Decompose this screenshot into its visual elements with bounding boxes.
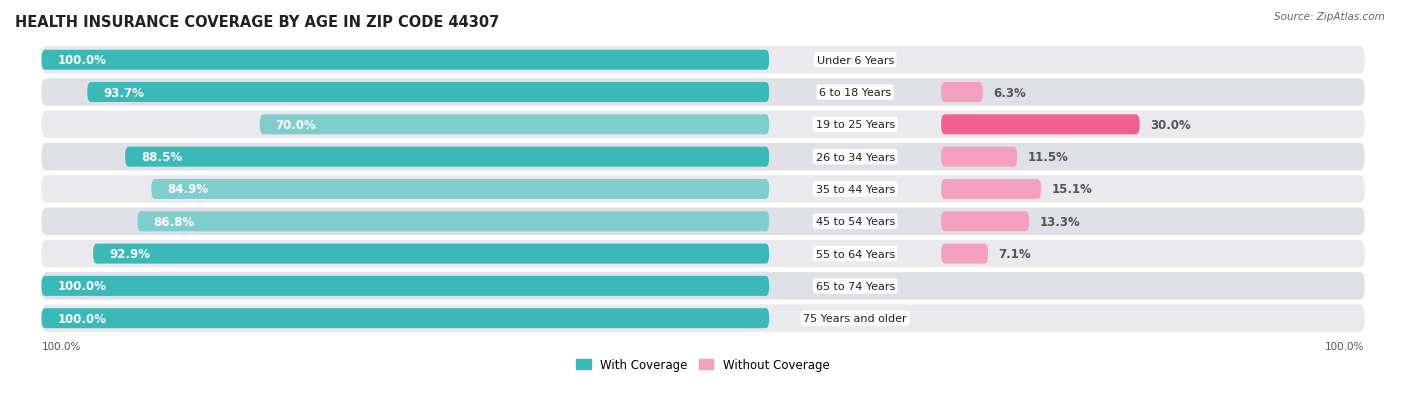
FancyBboxPatch shape	[87, 83, 769, 103]
FancyBboxPatch shape	[941, 115, 1140, 135]
FancyBboxPatch shape	[41, 50, 769, 71]
Text: 84.9%: 84.9%	[167, 183, 208, 196]
Text: 65 to 74 Years: 65 to 74 Years	[815, 281, 894, 291]
Text: 100.0%: 100.0%	[58, 280, 107, 293]
FancyBboxPatch shape	[41, 305, 1365, 332]
Text: 86.8%: 86.8%	[153, 215, 194, 228]
FancyBboxPatch shape	[941, 147, 1017, 167]
FancyBboxPatch shape	[41, 240, 1365, 268]
Text: 30.0%: 30.0%	[1150, 119, 1191, 131]
FancyBboxPatch shape	[941, 244, 988, 264]
FancyBboxPatch shape	[941, 212, 1029, 232]
Text: 100.0%: 100.0%	[58, 312, 107, 325]
Text: 35 to 44 Years: 35 to 44 Years	[815, 185, 894, 195]
Text: 100.0%: 100.0%	[41, 341, 80, 351]
Text: Source: ZipAtlas.com: Source: ZipAtlas.com	[1274, 12, 1385, 22]
FancyBboxPatch shape	[41, 144, 1365, 171]
Text: 7.1%: 7.1%	[998, 247, 1032, 261]
FancyBboxPatch shape	[260, 115, 769, 135]
FancyBboxPatch shape	[41, 276, 769, 296]
Text: 100.0%: 100.0%	[1326, 341, 1365, 351]
Text: Under 6 Years: Under 6 Years	[817, 56, 894, 66]
Text: 6 to 18 Years: 6 to 18 Years	[820, 88, 891, 98]
Text: 88.5%: 88.5%	[141, 151, 183, 164]
Text: HEALTH INSURANCE COVERAGE BY AGE IN ZIP CODE 44307: HEALTH INSURANCE COVERAGE BY AGE IN ZIP …	[15, 15, 499, 30]
Text: 26 to 34 Years: 26 to 34 Years	[815, 152, 894, 162]
FancyBboxPatch shape	[93, 244, 769, 264]
Text: 100.0%: 100.0%	[58, 54, 107, 67]
Text: 70.0%: 70.0%	[276, 119, 316, 131]
Text: 93.7%: 93.7%	[103, 86, 143, 99]
FancyBboxPatch shape	[41, 47, 1365, 74]
FancyBboxPatch shape	[41, 176, 1365, 203]
FancyBboxPatch shape	[941, 180, 1040, 199]
FancyBboxPatch shape	[41, 208, 1365, 235]
FancyBboxPatch shape	[41, 79, 1365, 107]
Text: 92.9%: 92.9%	[110, 247, 150, 261]
FancyBboxPatch shape	[41, 112, 1365, 139]
Text: 45 to 54 Years: 45 to 54 Years	[815, 217, 894, 227]
FancyBboxPatch shape	[941, 83, 983, 103]
Text: 19 to 25 Years: 19 to 25 Years	[815, 120, 894, 130]
FancyBboxPatch shape	[138, 212, 769, 232]
Text: 13.3%: 13.3%	[1039, 215, 1080, 228]
FancyBboxPatch shape	[125, 147, 769, 167]
FancyBboxPatch shape	[41, 273, 1365, 300]
Text: 55 to 64 Years: 55 to 64 Years	[815, 249, 894, 259]
Text: 6.3%: 6.3%	[994, 86, 1026, 99]
FancyBboxPatch shape	[152, 180, 769, 199]
Text: 15.1%: 15.1%	[1052, 183, 1092, 196]
Text: 75 Years and older: 75 Years and older	[803, 313, 907, 323]
Legend: With Coverage, Without Coverage: With Coverage, Without Coverage	[576, 358, 830, 371]
Text: 11.5%: 11.5%	[1028, 151, 1069, 164]
FancyBboxPatch shape	[41, 309, 769, 328]
